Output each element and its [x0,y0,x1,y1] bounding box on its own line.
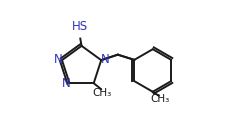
Text: CH₃: CH₃ [150,94,170,104]
Text: N: N [54,53,62,66]
Text: N: N [62,77,70,90]
Text: CH₃: CH₃ [92,88,111,98]
Text: N: N [101,53,109,66]
Text: HS: HS [72,20,88,33]
